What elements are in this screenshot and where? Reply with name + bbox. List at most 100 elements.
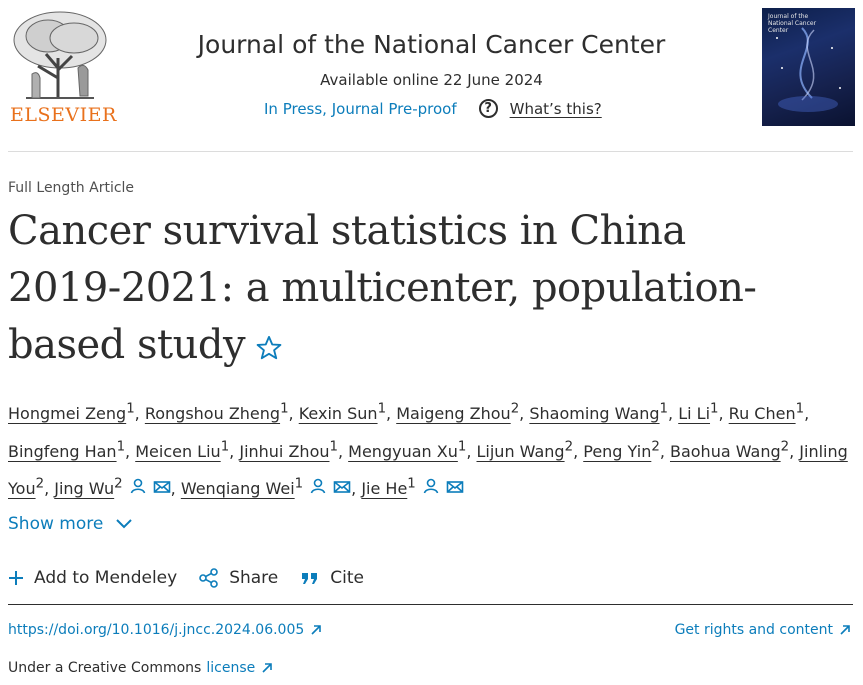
author-name[interactable]: Mengyuan Xu (348, 441, 458, 461)
author-affiliation-marker[interactable]: 1 (710, 402, 719, 417)
author-entry: Maigeng Zhou2, (396, 402, 530, 424)
share-label: Share (229, 568, 279, 588)
author-affiliation-marker[interactable]: 1 (457, 439, 467, 455)
journal-cover-image[interactable]: Journal of the National Cancer Center (762, 8, 855, 126)
author-affiliation-marker[interactable]: 1 (377, 402, 387, 417)
author-entry: Mengyuan Xu1, (348, 439, 476, 461)
author-entry: Hongmei Zeng1, (8, 402, 145, 424)
author-name[interactable]: Li Li (678, 404, 711, 424)
author-separator: , (659, 441, 670, 461)
author-separator: , (44, 478, 55, 498)
person-icon[interactable] (309, 473, 327, 506)
author-name[interactable]: Shaoming Wang (529, 404, 660, 424)
author-separator: , (134, 404, 145, 424)
author-name[interactable]: Peng Yin (583, 441, 652, 461)
author-name[interactable]: Hongmei Zeng (8, 404, 127, 424)
author-name[interactable]: Jie He (361, 478, 408, 498)
author-entry: Peng Yin2, (583, 439, 670, 461)
show-more-button[interactable]: Show more (8, 514, 133, 534)
license-link[interactable]: license (206, 660, 256, 676)
cite-label: Cite (330, 568, 364, 588)
add-to-mendeley-button[interactable]: Add to Mendeley (8, 568, 177, 588)
author-name[interactable]: Maigeng Zhou (396, 404, 511, 424)
author-name[interactable]: Bingfeng Han (8, 441, 117, 461)
author-affiliation-marker[interactable]: 1 (116, 439, 126, 455)
doi-link[interactable]: https://doi.org/10.1016/j.jncc.2024.06.0… (8, 622, 322, 638)
author-affiliation-marker[interactable]: 1 (126, 402, 135, 417)
author-affiliation-marker[interactable]: 1 (795, 402, 805, 417)
author-affiliation-marker[interactable]: 1 (659, 402, 669, 417)
author-entry: Lijun Wang2, (476, 439, 584, 461)
author-separator: , (789, 441, 800, 461)
actions-divider (8, 604, 853, 605)
in-press-link[interactable]: In Press, Journal Pre-proof (264, 99, 457, 118)
author-name[interactable]: Kexin Sun (298, 404, 378, 424)
author-entry: Kexin Sun1, (298, 402, 397, 424)
plus-icon (9, 571, 23, 585)
author-affiliation-marker[interactable]: 2 (651, 439, 660, 455)
author-name[interactable]: Ru Chen (728, 404, 796, 424)
author-entry: Wenqiang Wei1, (180, 476, 362, 498)
person-icon[interactable] (422, 473, 440, 506)
whats-this-link[interactable]: What’s this? (509, 99, 602, 118)
author-separator: , (519, 404, 530, 424)
header-divider (8, 151, 853, 152)
doi-text: https://doi.org/10.1016/j.jncc.2024.06.0… (8, 622, 305, 638)
rights-link[interactable]: Get rights and content (675, 622, 851, 638)
author-separator: , (573, 441, 584, 461)
author-affiliation-marker[interactable]: 2 (35, 476, 45, 492)
author-affiliation-marker[interactable]: 1 (294, 476, 304, 492)
mail-icon[interactable] (153, 473, 171, 506)
author-entry: Rongshou Zheng1, (144, 402, 299, 424)
external-link-icon (840, 625, 850, 635)
author-entry: Bingfeng Han1, (8, 439, 136, 461)
author-entry: Shaoming Wang1, (529, 402, 678, 424)
author-separator: , (718, 404, 729, 424)
author-affiliation-marker[interactable]: 1 (220, 439, 230, 455)
author-name[interactable]: Jing Wu (54, 478, 115, 498)
elsevier-logo[interactable] (8, 8, 112, 128)
question-icon[interactable]: ? (478, 99, 498, 118)
author-affiliation-marker[interactable]: 1 (329, 439, 338, 455)
author-entry: Meicen Liu1, (135, 439, 239, 461)
share-icon (199, 568, 218, 588)
author-name[interactable]: Baohua Wang (669, 441, 781, 461)
external-link-icon (262, 663, 273, 673)
mail-icon[interactable] (446, 473, 464, 506)
author-affiliation-marker[interactable]: 1 (407, 476, 416, 492)
author-name[interactable]: Jinling You (8, 441, 848, 498)
author-entry: Jie He1 (361, 476, 464, 498)
star-icon[interactable] (255, 334, 283, 362)
journal-title[interactable]: Journal of the National Cancer Center (197, 30, 666, 59)
license-prefix: Under a Creative Commons (8, 660, 202, 676)
person-icon[interactable] (129, 473, 147, 506)
add-to-mendeley-label: Add to Mendeley (34, 568, 178, 588)
share-button[interactable]: Share (199, 568, 278, 588)
author-name[interactable]: Rongshou Zheng (144, 404, 281, 424)
cite-button[interactable]: Cite (300, 568, 364, 588)
author-affiliation-marker[interactable]: 2 (114, 476, 123, 492)
author-name[interactable]: Meicen Liu (135, 441, 221, 461)
author-affiliation-marker[interactable]: 2 (780, 439, 790, 455)
author-entry: Baohua Wang2, (669, 439, 800, 461)
author-affiliation-marker[interactable]: 1 (280, 402, 289, 417)
author-entry: Jinhui Zhou1, (239, 439, 349, 461)
article-status-row: In Press, Journal Pre-proof ? What’s thi… (264, 99, 602, 118)
author-affiliation-marker[interactable]: 2 (564, 439, 574, 455)
external-link-icon (311, 625, 322, 635)
author-name[interactable]: Jinhui Zhou (239, 441, 330, 461)
author-separator: , (125, 441, 136, 461)
author-name[interactable]: Wenqiang Wei (180, 478, 295, 498)
cover-artwork-icon (776, 27, 841, 112)
author-separator: , (337, 441, 349, 461)
tree-of-knowledge-icon (8, 8, 112, 104)
author-separator: , (170, 478, 181, 498)
mail-icon[interactable] (333, 473, 351, 506)
author-separator: , (351, 478, 362, 498)
article-actions: Add to Mendeley Share Cite (8, 568, 386, 588)
quote-icon (302, 573, 318, 584)
author-entry: Ru Chen1, (728, 402, 810, 424)
article-title-text: Cancer survival statistics in China 2019… (8, 208, 757, 368)
author-name[interactable]: Lijun Wang (476, 441, 565, 461)
author-affiliation-marker[interactable]: 2 (510, 402, 520, 417)
